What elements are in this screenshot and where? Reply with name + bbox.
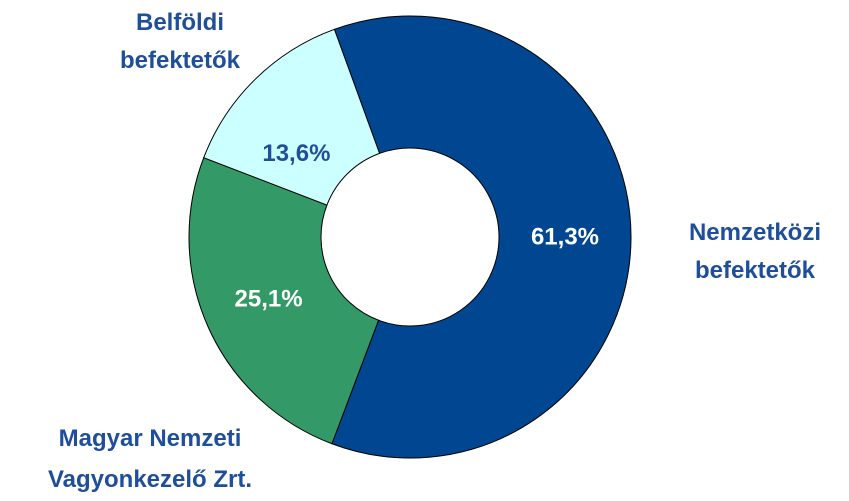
category-label: Belföldi befektetők [119,9,241,74]
value-label: 13,6% [262,140,330,167]
category-label: Nemzetközi befektetők [688,219,822,284]
donut-slice [331,15,632,459]
category-label: Magyar Nemzeti Vagyonkezelő Zrt. [47,425,253,493]
donut-slice [188,157,380,445]
value-label: 25,1% [235,286,303,313]
donut-slice [203,28,381,206]
value-label: 61,3% [531,223,599,250]
